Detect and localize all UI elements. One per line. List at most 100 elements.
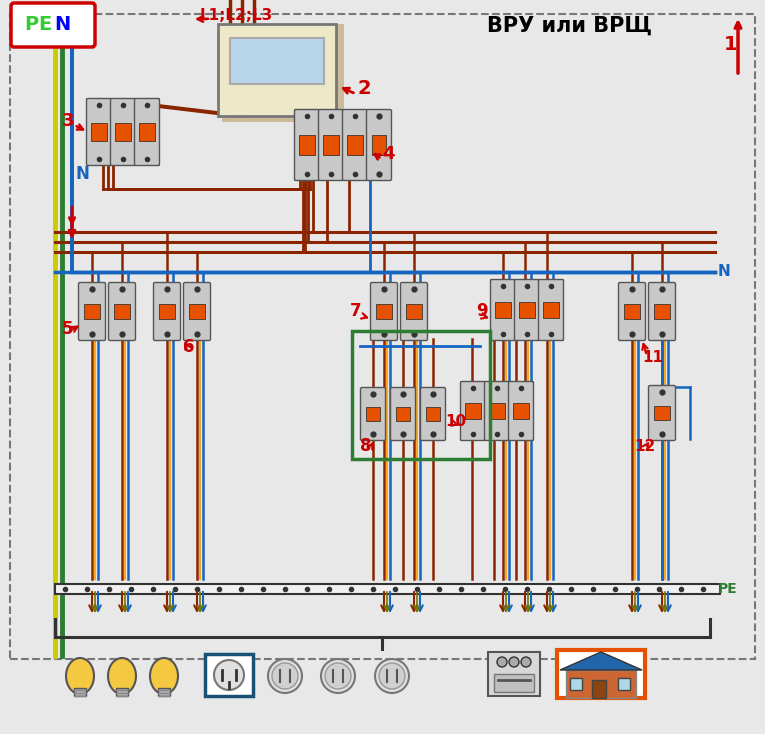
Text: PE: PE <box>718 582 737 596</box>
FancyBboxPatch shape <box>366 109 392 181</box>
Bar <box>494 674 534 692</box>
Bar <box>406 304 422 319</box>
Bar <box>372 136 386 155</box>
FancyBboxPatch shape <box>295 109 320 181</box>
FancyBboxPatch shape <box>135 98 159 165</box>
Bar <box>495 302 511 318</box>
FancyBboxPatch shape <box>370 283 398 341</box>
Ellipse shape <box>272 663 298 689</box>
Text: P: P <box>24 15 38 34</box>
Bar <box>55 584 720 594</box>
FancyBboxPatch shape <box>11 3 95 47</box>
Bar <box>491 280 563 340</box>
Text: 2: 2 <box>358 79 372 98</box>
Bar <box>347 136 363 155</box>
FancyBboxPatch shape <box>109 283 135 341</box>
FancyBboxPatch shape <box>490 280 516 341</box>
FancyBboxPatch shape <box>318 109 343 181</box>
Ellipse shape <box>325 663 351 689</box>
FancyBboxPatch shape <box>484 382 509 440</box>
Text: N: N <box>718 264 731 280</box>
FancyBboxPatch shape <box>539 280 564 341</box>
FancyBboxPatch shape <box>390 388 415 440</box>
FancyBboxPatch shape <box>343 109 367 181</box>
Text: 3: 3 <box>62 112 74 130</box>
FancyBboxPatch shape <box>618 283 646 341</box>
Bar <box>116 688 128 696</box>
Text: 12: 12 <box>634 439 656 454</box>
Bar <box>465 403 481 419</box>
Bar <box>159 304 175 319</box>
Text: 9: 9 <box>476 302 487 320</box>
FancyBboxPatch shape <box>360 388 386 440</box>
Text: E: E <box>38 15 51 34</box>
Bar <box>513 403 529 419</box>
Bar <box>461 382 533 440</box>
Ellipse shape <box>150 658 178 694</box>
Text: 8: 8 <box>360 437 372 455</box>
Text: L1;L2;L3: L1;L2;L3 <box>200 9 273 23</box>
Text: 4: 4 <box>382 145 395 163</box>
Bar <box>543 302 559 318</box>
Bar <box>158 688 170 696</box>
FancyBboxPatch shape <box>461 382 486 440</box>
Bar <box>336 24 344 112</box>
Bar <box>557 650 645 698</box>
FancyBboxPatch shape <box>509 382 533 440</box>
Bar <box>654 304 670 319</box>
Bar <box>295 110 367 180</box>
Ellipse shape <box>268 659 302 693</box>
Bar <box>91 123 107 141</box>
Bar <box>396 407 410 421</box>
Bar <box>115 123 131 141</box>
FancyBboxPatch shape <box>184 283 210 341</box>
FancyBboxPatch shape <box>649 385 675 440</box>
Bar <box>10 14 755 659</box>
Bar <box>376 304 392 319</box>
Polygon shape <box>560 652 642 670</box>
Bar <box>114 304 130 319</box>
Text: 5: 5 <box>62 320 73 338</box>
Bar <box>230 38 324 84</box>
Bar <box>323 136 339 155</box>
Bar <box>366 407 380 421</box>
Bar <box>87 99 159 165</box>
Bar <box>426 407 440 421</box>
FancyBboxPatch shape <box>110 98 135 165</box>
FancyBboxPatch shape <box>421 388 445 440</box>
Ellipse shape <box>214 660 244 690</box>
FancyBboxPatch shape <box>86 98 112 165</box>
FancyBboxPatch shape <box>515 280 539 341</box>
Bar <box>352 331 490 459</box>
Bar <box>189 304 205 319</box>
Bar <box>299 136 315 155</box>
Ellipse shape <box>108 658 136 694</box>
Ellipse shape <box>66 658 94 694</box>
Text: 11: 11 <box>642 350 663 365</box>
FancyBboxPatch shape <box>79 283 106 341</box>
Bar <box>139 123 155 141</box>
Text: N: N <box>76 165 90 183</box>
Bar <box>205 654 253 696</box>
Text: 10: 10 <box>445 414 466 429</box>
Circle shape <box>497 657 507 667</box>
Text: 1: 1 <box>724 34 737 54</box>
Ellipse shape <box>375 659 409 693</box>
Text: N: N <box>54 15 70 34</box>
Bar <box>84 304 100 319</box>
Bar <box>570 678 582 690</box>
Ellipse shape <box>321 659 355 693</box>
Bar <box>519 302 535 318</box>
Bar <box>592 680 606 698</box>
Bar <box>624 304 640 319</box>
Bar <box>222 114 340 122</box>
Ellipse shape <box>379 663 405 689</box>
Bar <box>566 670 636 698</box>
Bar <box>218 24 336 116</box>
Text: ВРУ или ВРЩ: ВРУ или ВРЩ <box>487 16 653 36</box>
Text: 6: 6 <box>183 338 194 356</box>
Bar <box>654 406 670 421</box>
FancyBboxPatch shape <box>649 283 675 341</box>
FancyBboxPatch shape <box>401 283 428 341</box>
Circle shape <box>509 657 519 667</box>
